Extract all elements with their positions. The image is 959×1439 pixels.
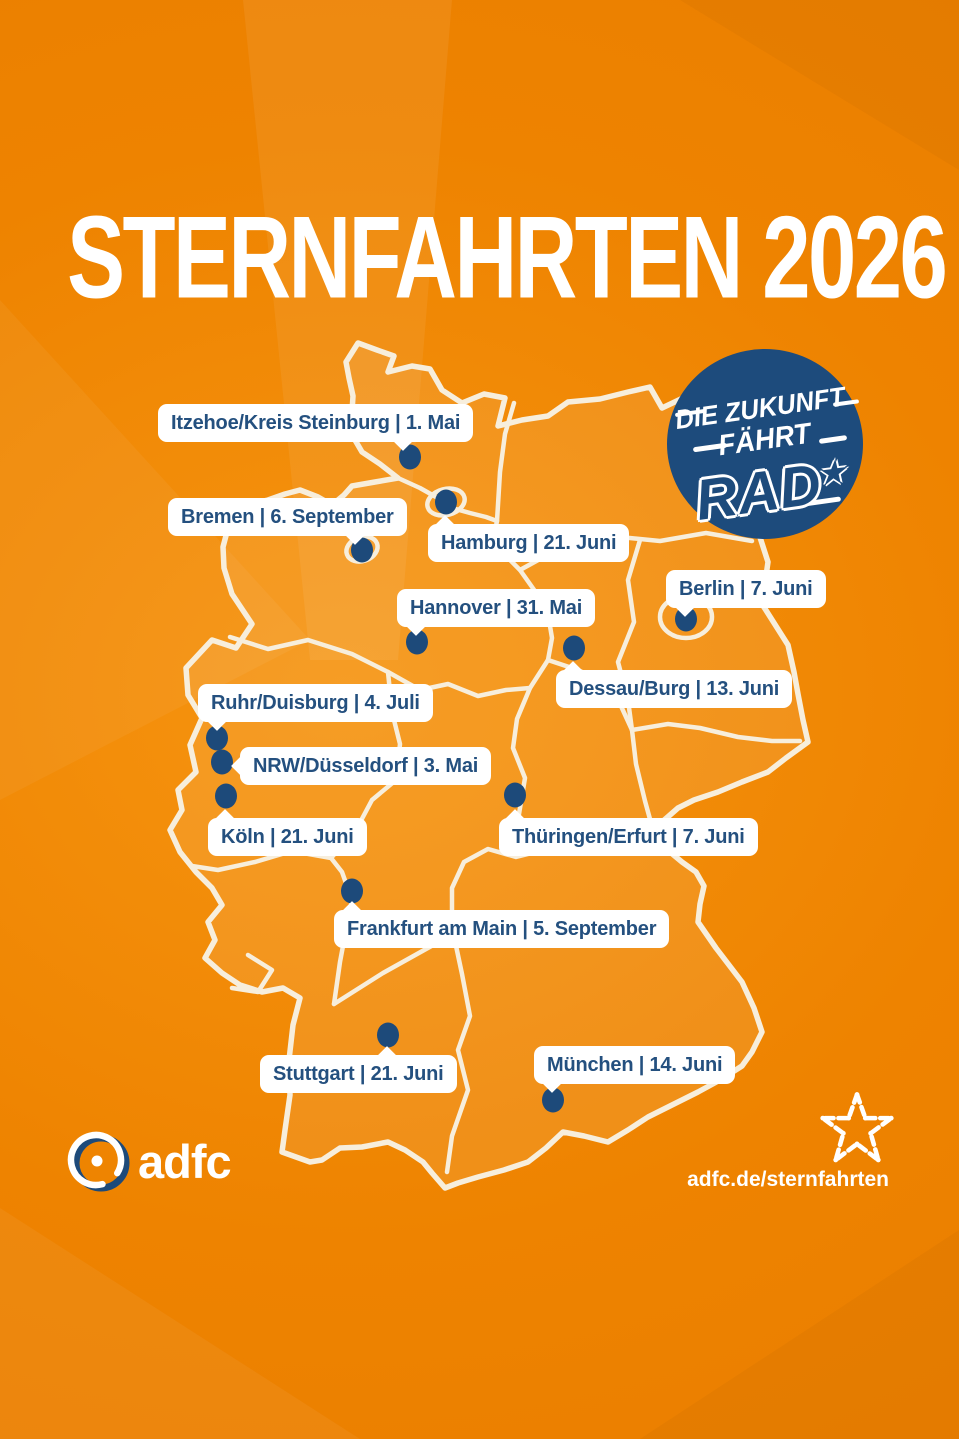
- event-label-muenchen: München | 14. Juni: [534, 1046, 736, 1093]
- event-label-itzehoe: Itzehoe/Kreis Steinburg | 1. Mai: [158, 404, 474, 451]
- event-label-ruhr: Ruhr/Duisburg | 4. Juli: [198, 684, 433, 731]
- event-dot-ruhr: [206, 725, 228, 751]
- event-label-text: Köln | 21. Juni: [221, 826, 354, 848]
- event-label-berlin: Berlin | 7. Juni: [666, 570, 826, 617]
- state-border-thueringen-west: [510, 657, 551, 829]
- event-dot-dessau: [563, 635, 585, 661]
- event-label-text: Bremen | 6. September: [181, 506, 394, 528]
- state-border-saarland: [229, 952, 275, 995]
- event-label-thueringen: Thüringen/Erfurt | 7. Juni: [499, 809, 758, 856]
- event-dot-nrw: [211, 749, 233, 775]
- state-border-nrw-north: [227, 634, 391, 675]
- event-label-text: Dessau/Burg | 13. Juni: [569, 678, 780, 700]
- poster-title: STERNFAHRTEN 2026: [67, 192, 948, 323]
- adfc-sternfahrten-url: adfc.de/sternfahrten: [687, 1168, 889, 1191]
- event-label-text: Ruhr/Duisburg | 4. Juli: [211, 692, 420, 714]
- event-label-text: Thüringen/Erfurt | 7. Juni: [512, 826, 745, 848]
- event-dot-hannover: [406, 629, 428, 655]
- event-label-text: München | 14. Juni: [547, 1054, 723, 1076]
- event-dot-itzehoe: [399, 444, 421, 470]
- event-label-hamburg: Hamburg | 21. Juni: [428, 515, 630, 562]
- event-label-nrw: NRW/Düsseldorf | 3. Mai: [231, 747, 492, 785]
- zukunft-faehrt-rad-badge: DIE ZUKUNFT FÄHRT RAD★: [667, 349, 863, 539]
- event-label-text: NRW/Düsseldorf | 3. Mai: [253, 755, 479, 777]
- event-label-text: Stuttgart | 21. Juni: [273, 1063, 444, 1085]
- state-border-sachsen-north: [629, 721, 803, 744]
- event-dot-muenchen: [542, 1087, 564, 1113]
- event-dot-bremen: [351, 537, 373, 563]
- event-label-text: Hamburg | 21. Juni: [441, 532, 617, 554]
- state-border-bw-bayern: [444, 924, 473, 1175]
- badge-star-icon: ★: [815, 455, 849, 492]
- state-border-sh-mecklenburg: [494, 400, 517, 524]
- event-dot-hamburg: [435, 489, 457, 515]
- adfc-logo: adfc: [66, 1128, 232, 1194]
- hamburg-state-ring: [425, 486, 467, 518]
- event-label-text: Frankfurt am Main | 5. September: [347, 918, 657, 940]
- event-dot-stuttgart: [377, 1022, 399, 1048]
- event-label-stuttgart: Stuttgart | 21. Juni: [260, 1046, 457, 1093]
- adfc-wheel-icon: [67, 1131, 130, 1192]
- event-label-koeln: Köln | 21. Juni: [208, 809, 367, 856]
- event-dot-thueringen: [504, 782, 526, 808]
- adfc-wordmark: adfc: [138, 1134, 232, 1188]
- event-label-frankfurt: Frankfurt am Main | 5. September: [334, 901, 670, 948]
- event-label-bremen: Bremen | 6. September: [168, 498, 407, 545]
- event-label-text: Berlin | 7. Juni: [679, 578, 813, 600]
- chain-star-icon: [820, 1092, 894, 1163]
- event-label-hannover: Hannover | 31. Mai: [397, 589, 596, 636]
- event-label-text: Itzehoe/Kreis Steinburg | 1. Mai: [171, 412, 461, 434]
- event-label-dessau: Dessau/Burg | 13. Juni: [556, 661, 793, 708]
- event-label-text: Hannover | 31. Mai: [410, 597, 583, 619]
- event-dot-koeln: [215, 783, 237, 809]
- event-dot-frankfurt: [341, 878, 363, 904]
- badge-text: DIE ZUKUNFT FÄHRT RAD★: [655, 336, 876, 551]
